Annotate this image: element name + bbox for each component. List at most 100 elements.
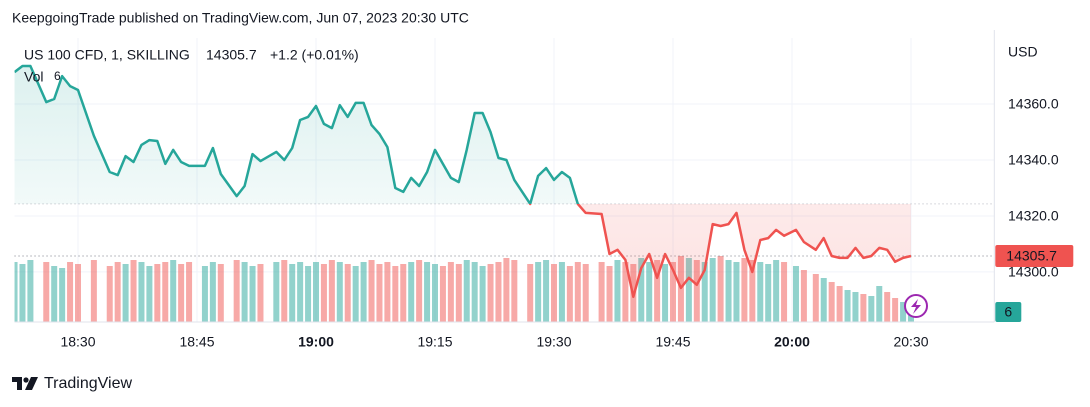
volume-bar — [447, 262, 454, 322]
volume-bar — [106, 266, 113, 322]
volume-bar — [792, 266, 799, 322]
volume-bar — [463, 260, 470, 322]
volume-bar — [344, 264, 351, 322]
volume-bar — [551, 264, 557, 322]
volume-bar — [606, 266, 613, 322]
volume-bar — [868, 296, 875, 322]
volume-bar — [535, 262, 542, 322]
volume-box — [995, 302, 1022, 322]
volume-bar — [844, 290, 851, 322]
volume-bar — [186, 262, 193, 322]
volume-bar — [170, 260, 177, 322]
x-tick-label: 18:30 — [60, 334, 95, 350]
volume-bar — [622, 262, 629, 322]
volume-bar — [670, 262, 676, 322]
volume-bar — [336, 262, 343, 322]
volume-bar — [471, 262, 478, 322]
volume-bar — [51, 266, 58, 322]
volume-bar — [289, 264, 296, 322]
x-tick-label: 19:30 — [536, 334, 571, 350]
volume-bar — [19, 264, 26, 322]
symbol-label: US 100 CFD, 1, SKILLING — [24, 47, 190, 63]
volume-bar — [455, 264, 462, 322]
volume-bar — [320, 264, 327, 322]
volume-bar — [733, 262, 740, 322]
x-tick-label: 20:00 — [774, 334, 810, 350]
volume-bar — [59, 268, 66, 322]
x-tick-label: 19:15 — [417, 334, 452, 350]
volume-bar — [43, 262, 50, 322]
volume-bar — [241, 262, 248, 322]
volume-label: 6 — [1004, 304, 1012, 320]
volume-bar — [249, 266, 256, 322]
volume-bar — [884, 292, 891, 322]
volume-bar — [527, 264, 534, 322]
volume-bar — [876, 286, 883, 322]
x-tick-label: 20:30 — [893, 334, 928, 350]
volume-bar — [90, 260, 97, 322]
volume-legend-value: 6 — [54, 69, 61, 83]
volume-bar — [598, 262, 605, 322]
axis-layer: 14300.0 14320.0 14340.0 14360.0 18:30 18:45 19… — [14, 30, 1074, 350]
volume-bar — [424, 262, 431, 322]
volume-bar — [114, 262, 121, 322]
x-tick-label: 18:45 — [179, 334, 214, 350]
price-line — [14, 64, 912, 299]
volume-bar — [503, 258, 510, 322]
y-tick-label: 14360.0 — [1008, 96, 1059, 112]
volume-bar — [392, 266, 399, 322]
volume-bar — [638, 258, 645, 322]
lightning-icon — [904, 294, 928, 318]
volume-bar — [400, 264, 407, 322]
volume-bar — [800, 270, 807, 322]
volume-layer — [14, 256, 914, 322]
volume-bar — [820, 278, 827, 322]
volume-bar — [765, 264, 772, 322]
volume-bar — [566, 266, 573, 322]
volume-bar — [257, 264, 264, 322]
volume-bar — [781, 262, 788, 322]
volume-bar — [130, 260, 137, 322]
volume-bar — [67, 262, 74, 322]
volume-bar — [812, 274, 819, 322]
volume-bar — [558, 262, 565, 322]
volume-bar — [543, 260, 550, 322]
volume-bar — [717, 256, 724, 322]
volume-bar — [14, 262, 18, 322]
price-layer — [14, 64, 995, 299]
x-tick-label: 19:00 — [298, 334, 334, 350]
brand-name: TradingView — [44, 375, 132, 392]
volume-bar — [178, 264, 185, 322]
volume-bar — [582, 264, 589, 322]
volume-bar — [828, 282, 835, 322]
volume-bar — [138, 262, 145, 322]
volume-bar — [273, 262, 280, 322]
volume-bar — [352, 266, 359, 322]
volume-bar — [693, 260, 700, 322]
volume-bar — [852, 292, 859, 322]
volume-bar — [281, 260, 288, 322]
volume-bar — [439, 266, 446, 322]
volume-bar — [122, 264, 129, 322]
volume-bar — [305, 266, 312, 322]
volume-bar — [313, 262, 319, 322]
volume-bar — [368, 260, 375, 322]
volume-bar — [233, 260, 240, 322]
volume-bar — [416, 260, 423, 322]
y-tick-label: 14300.0 — [1008, 264, 1059, 280]
volume-bar — [376, 264, 383, 322]
volume-bar — [432, 264, 438, 322]
volume-bar — [741, 258, 748, 322]
volume-bar — [154, 264, 161, 322]
volume-bar — [757, 262, 764, 322]
volume-bar — [209, 262, 216, 322]
volume-bar — [297, 262, 304, 322]
volume-bar — [662, 264, 669, 322]
volume-bar — [749, 260, 756, 322]
volume-bar — [384, 262, 391, 322]
header-text: KeepgoingTrade published on TradingView.… — [12, 10, 469, 26]
volume-bar — [495, 262, 502, 322]
volume-bar — [892, 298, 899, 322]
legend-change: +1.2 (+0.01%) — [270, 47, 359, 63]
